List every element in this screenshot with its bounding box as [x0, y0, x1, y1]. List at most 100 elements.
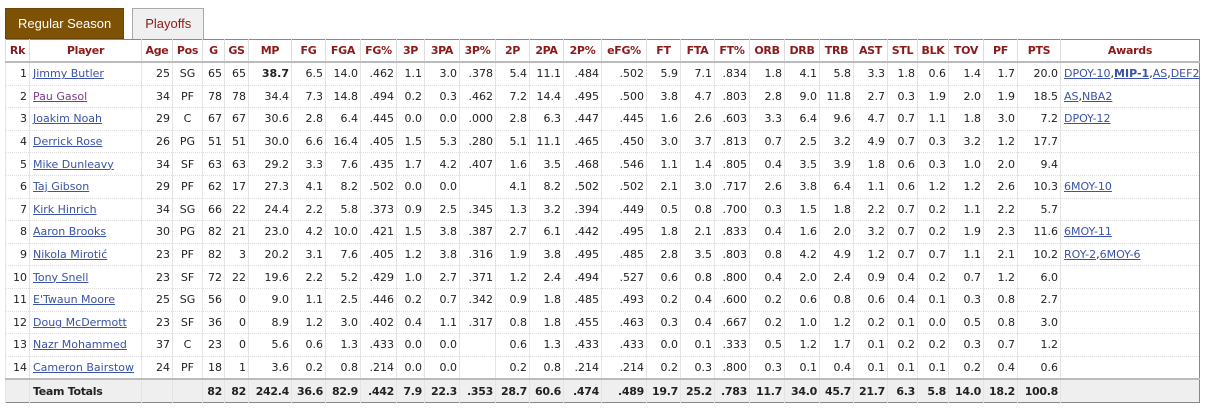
award-link[interactable]: NBA2 — [1082, 89, 1113, 103]
column-header-efg-pct[interactable]: eFG% — [601, 39, 647, 63]
column-header-fga[interactable]: FGA — [325, 39, 361, 63]
cell-efg-pct: .449 — [601, 197, 647, 221]
cell-efg-pct: .445 — [601, 107, 647, 131]
player-link[interactable]: Joakim Noah — [33, 112, 103, 126]
totals-cell: 45.7 — [819, 378, 854, 403]
column-header-2p[interactable]: 2P — [495, 39, 530, 63]
award-link[interactable]: AS — [1152, 67, 1168, 81]
award-link[interactable]: MIP-1 — [1114, 67, 1150, 81]
column-header-pos[interactable]: Pos — [172, 39, 203, 63]
player-link[interactable]: E'Twaun Moore — [33, 293, 116, 307]
column-header-ft[interactable]: FT — [646, 39, 681, 63]
award-link[interactable]: DPOY-12 — [1064, 112, 1111, 126]
cell-pf: 2.0 — [983, 152, 1018, 176]
column-header-age[interactable]: Age — [141, 39, 173, 63]
column-header-trb[interactable]: TRB — [819, 39, 854, 63]
column-header-blk[interactable]: BLK — [917, 39, 949, 63]
column-header-ast[interactable]: AST — [853, 39, 888, 63]
column-header-2pa[interactable]: 2PA — [529, 39, 564, 63]
player-link[interactable]: Pau Gasol — [33, 89, 88, 103]
cell-rk: 3 — [5, 107, 30, 131]
cell-trb: 3.2 — [819, 129, 854, 153]
player-link[interactable]: Taj Gibson — [33, 180, 90, 194]
player-link[interactable]: Nikola Mirotić — [33, 248, 108, 262]
totals-cell: .442 — [360, 378, 397, 403]
player-cell: Tony Snell — [29, 265, 142, 289]
cell-ast: 0.6 — [853, 287, 888, 312]
cell-efg-pct: .485 — [601, 242, 647, 266]
column-header-awards[interactable]: Awards — [1060, 39, 1200, 63]
cell-blk: 0.2 — [917, 220, 949, 244]
cell-pts: 11.6 — [1017, 220, 1061, 244]
awards-cell: ROY-2,6MOY-6 — [1060, 242, 1200, 266]
player-link[interactable]: Aaron Brooks — [33, 225, 107, 239]
tab-regular-season[interactable]: Regular Season — [5, 8, 125, 39]
cell-mp: 38.7 — [248, 61, 292, 86]
cell-age: 25 — [141, 287, 173, 312]
cell-fta: 1.4 — [680, 152, 715, 176]
tab-playoffs[interactable]: Playoffs — [132, 8, 205, 39]
column-header-player[interactable]: Player — [29, 39, 142, 63]
column-header-g[interactable]: G — [202, 39, 225, 63]
column-header-rk[interactable]: Rk — [5, 39, 30, 63]
cell-orb: 0.7 — [749, 129, 785, 153]
cell-ast: 1.2 — [853, 242, 888, 266]
award-link[interactable]: ROY-2 — [1064, 248, 1097, 262]
player-link[interactable]: Kirk Hinrich — [33, 202, 97, 216]
column-header-3p[interactable]: 3P — [396, 39, 425, 63]
cell-fga: 7.6 — [325, 242, 361, 266]
column-header-fg-pct[interactable]: FG% — [360, 39, 397, 63]
award-link[interactable]: 6MOY-10 — [1064, 180, 1112, 194]
totals-cell: 28.7 — [495, 378, 530, 403]
player-link[interactable]: Jimmy Butler — [33, 67, 104, 81]
column-header-pf[interactable]: PF — [983, 39, 1018, 63]
player-link[interactable]: Nazr Mohammed — [33, 338, 127, 352]
cell-fga: 14.8 — [325, 84, 361, 108]
cell-ft: 0.5 — [646, 197, 681, 221]
column-header-gs[interactable]: GS — [224, 39, 249, 63]
cell-tov: 3.2 — [948, 129, 984, 153]
cell-efg-pct: .463 — [601, 310, 647, 334]
player-cell: E'Twaun Moore — [29, 287, 142, 312]
column-header-2p-pct[interactable]: 2P% — [563, 39, 602, 63]
cell-pts: 5.7 — [1017, 197, 1061, 221]
cell-stl: 0.7 — [887, 220, 918, 244]
column-header-fg[interactable]: FG — [291, 39, 326, 63]
cell-tov: 1.8 — [948, 107, 984, 131]
award-link[interactable]: DPOY-10 — [1064, 67, 1111, 81]
table-row: 10 Tony Snell 23 SF 72 22 19.6 2.2 5.2.429 1.0 2.7… — [5, 265, 1200, 289]
cell-age: 25 — [141, 61, 173, 86]
cell-blk: 0.2 — [917, 265, 949, 289]
cell-ft: 2.8 — [646, 242, 681, 266]
column-header-3pa[interactable]: 3PA — [424, 39, 460, 63]
cell-age: 34 — [141, 152, 173, 176]
cell-gs: 22 — [224, 197, 249, 221]
cell-ft: 1.8 — [646, 220, 681, 244]
award-link[interactable]: AS — [1064, 89, 1079, 103]
player-link[interactable]: Derrick Rose — [33, 135, 103, 149]
column-header-mp[interactable]: MP — [248, 39, 292, 63]
cell-ft: 0.6 — [646, 265, 681, 289]
cell-orb: 0.8 — [749, 242, 785, 266]
player-link[interactable]: Mike Dunleavy — [33, 157, 114, 171]
column-header-drb[interactable]: DRB — [784, 39, 820, 63]
column-header-pts[interactable]: PTS — [1017, 39, 1061, 63]
column-header-fta[interactable]: FTA — [680, 39, 715, 63]
player-link[interactable]: Tony Snell — [33, 270, 89, 284]
award-link[interactable]: DEF2 — [1170, 67, 1200, 81]
cell-blk: 0.1 — [917, 355, 949, 380]
cell-pts: 7.2 — [1017, 107, 1061, 131]
player-link[interactable]: Doug McDermott — [33, 315, 127, 329]
award-link[interactable]: 6MOY-11 — [1064, 225, 1112, 239]
table-row: 1 Jimmy Butler 25 SG 65 65 38.7 6.5 14.0.462 1.1 3… — [5, 61, 1200, 86]
column-header-ft-pct[interactable]: FT% — [714, 39, 750, 63]
award-link[interactable]: 6MOY-6 — [1099, 248, 1141, 262]
cell-tov: 0.3 — [948, 287, 984, 312]
player-link[interactable]: Cameron Bairstow — [33, 361, 135, 375]
cell-ast: 4.7 — [853, 107, 888, 131]
column-header-orb[interactable]: ORB — [749, 39, 785, 63]
column-header-stl[interactable]: STL — [887, 39, 918, 63]
cell-pos: SF — [172, 265, 203, 289]
column-header-3p-pct[interactable]: 3P% — [459, 39, 496, 63]
column-header-tov[interactable]: TOV — [948, 39, 984, 63]
